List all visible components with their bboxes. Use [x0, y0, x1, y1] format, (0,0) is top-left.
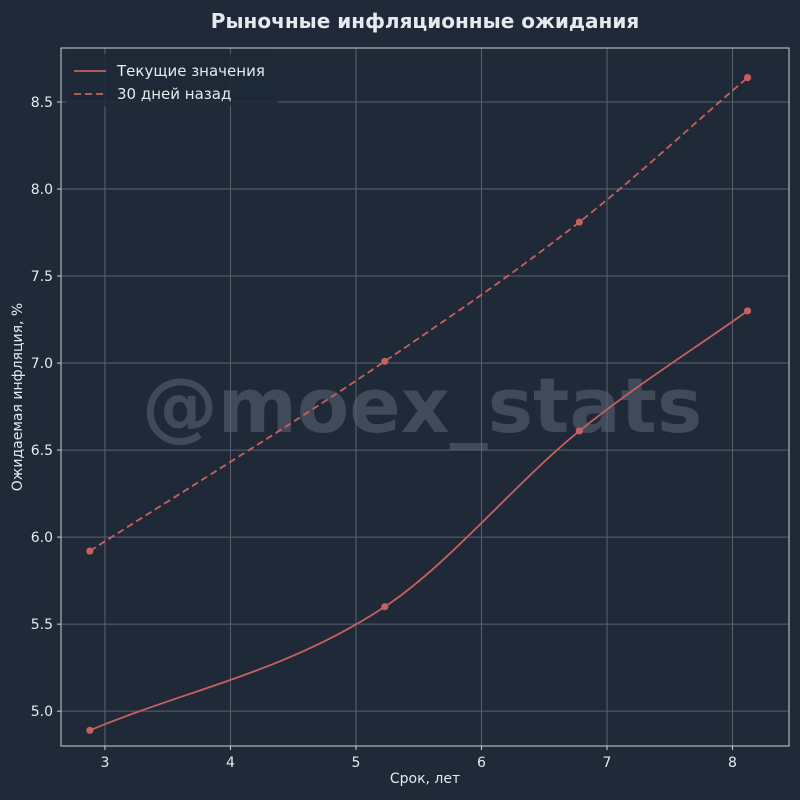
series-line-30-days-ago [89, 76, 749, 552]
y-tick-label: 5.0 [31, 704, 53, 720]
y-tick-label: 8.0 [31, 182, 53, 198]
x-tick-label: 5 [352, 755, 361, 771]
data-point-30-days-ago [86, 547, 94, 555]
plot-area [86, 73, 752, 734]
legend-label-30-days-ago: 30 дней назад [117, 85, 231, 103]
axes-frame [60, 47, 790, 747]
y-tick-label: 6.0 [31, 530, 53, 546]
y-tick-label: 5.5 [31, 617, 53, 633]
x-tick-label: 8 [728, 755, 737, 771]
y-axis-label: Ожидаемая инфляция, % [10, 303, 26, 491]
data-point-current [381, 603, 389, 611]
x-tick-label: 3 [100, 755, 109, 771]
y-tick-label: 6.5 [31, 443, 53, 459]
series-line-current [89, 310, 749, 732]
grid [61, 48, 789, 746]
watermark: @moex_stats [142, 361, 702, 450]
x-tick-label: 4 [226, 755, 235, 771]
y-tick-label: 7.5 [31, 269, 53, 285]
data-point-current [86, 726, 94, 734]
data-point-current [575, 427, 583, 435]
legend: Текущие значения 30 дней назад [66, 54, 278, 106]
data-point-30-days-ago [381, 357, 389, 365]
y-tick-label: 8.5 [31, 95, 53, 111]
data-point-current [743, 307, 752, 315]
legend-box [66, 54, 278, 106]
chart-title: Рыночные инфляционные ожидания [211, 9, 639, 33]
data-point-30-days-ago [575, 218, 583, 226]
x-tick-label: 6 [477, 755, 486, 771]
y-tick-label: 7.0 [31, 356, 53, 372]
x-axis-label: Срок, лет [390, 771, 460, 787]
axis-ticks: 3 4 5 6 7 8 5.0 5.5 6.0 6.5 7.0 7.5 8.0 8.5 [31, 95, 737, 771]
data-point-30-days-ago [743, 73, 752, 82]
x-tick-label: 7 [603, 755, 612, 771]
legend-label-current: Текущие значения [116, 62, 265, 80]
